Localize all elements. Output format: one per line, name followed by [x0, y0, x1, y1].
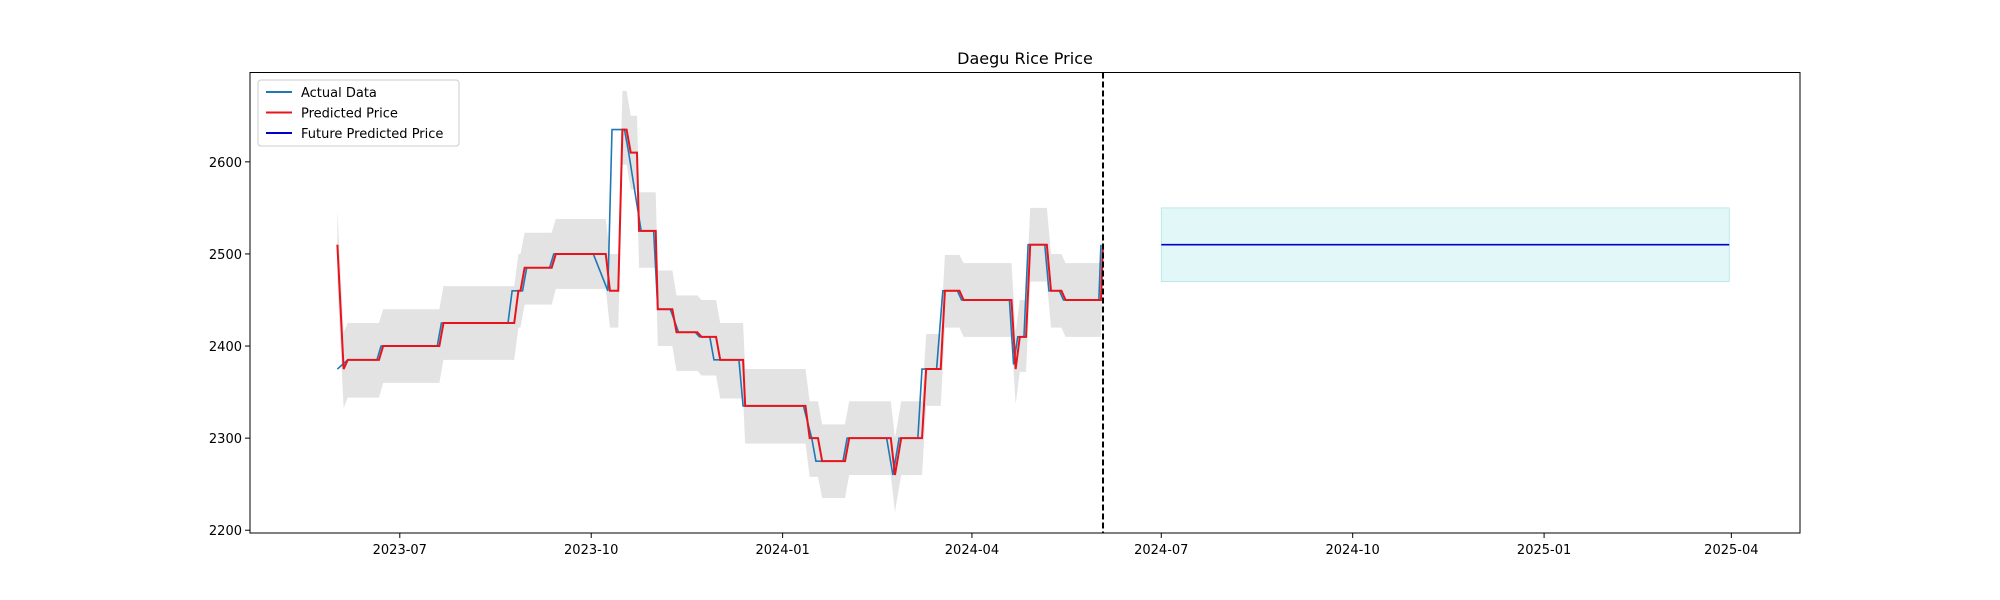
x-tick-label: 2024-04 [945, 543, 999, 558]
legend-label: Actual Data [301, 86, 377, 101]
legend-box [257, 79, 460, 147]
x-tick-label: 2024-07 [1134, 543, 1188, 558]
y-tick-label: 2200 [209, 524, 242, 539]
x-tick-label: 2023-07 [373, 543, 427, 558]
y-tick-label: 2500 [209, 248, 242, 263]
chart-title: Daegu Rice Price [957, 49, 1093, 68]
x-axis: 2023-07 2023-10 2024-01 2024-04 2024-07 2024-… [373, 533, 1759, 558]
x-tick-label: 2025-04 [1704, 543, 1758, 558]
x-tick-label: 2025-01 [1517, 543, 1571, 558]
confidence-band [337, 90, 1104, 512]
legend-label: Future Predicted Price [301, 127, 443, 142]
series-layer [336, 128, 1730, 476]
plot-frame [249, 72, 1801, 534]
plot-area [336, 72, 1730, 533]
x-tick-label: 2024-01 [755, 543, 809, 558]
y-axis: 2200 2300 2400 2500 2600 [209, 156, 250, 539]
legend-label: Predicted Price [301, 107, 398, 122]
legend: Actual Data Predicted Price Future Predict… [257, 79, 460, 147]
x-tick-label: 2023-10 [564, 543, 618, 558]
y-tick-label: 2300 [209, 432, 242, 447]
x-tick-label: 2024-10 [1326, 543, 1380, 558]
y-tick-label: 2600 [209, 156, 242, 171]
predicted-price-line [336, 128, 1105, 476]
y-tick-label: 2400 [209, 340, 242, 355]
